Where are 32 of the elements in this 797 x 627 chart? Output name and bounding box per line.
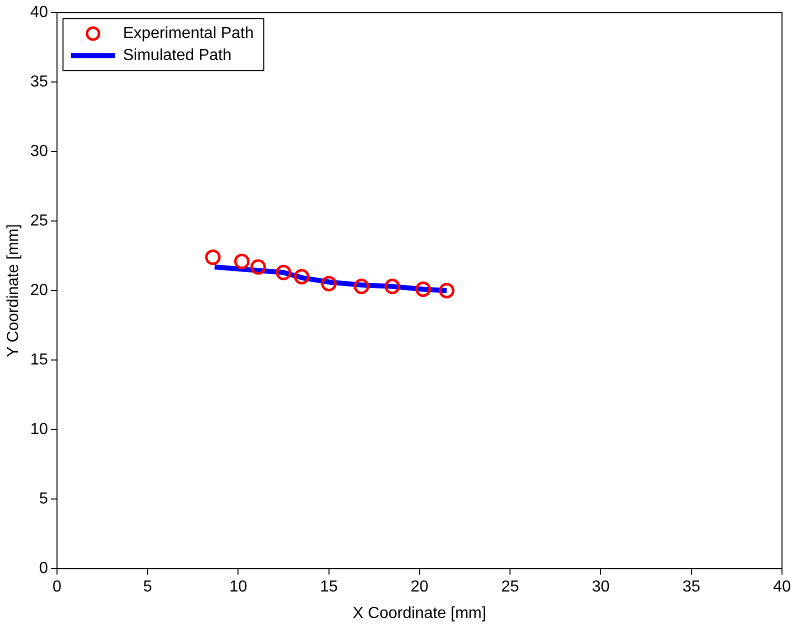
y-tick-label: 25: [30, 212, 48, 230]
point: [294, 268, 310, 284]
x-tick-label: 25: [501, 578, 520, 596]
x-tick-label: 40: [773, 578, 791, 596]
y-tick-label: 20: [30, 282, 48, 300]
x-tick-label: 10: [229, 578, 248, 596]
x-axis-title: X Coordinate [mm]: [352, 604, 486, 622]
point: [321, 276, 337, 292]
x-tick-label: 15: [320, 578, 338, 596]
point: [276, 264, 292, 280]
y-tick-label: 30: [30, 143, 48, 160]
x-tick-label: 30: [592, 578, 610, 596]
x-tick-label: 20: [410, 578, 428, 596]
point: [354, 278, 370, 294]
y-tick-label: 10: [30, 421, 48, 438]
y-axis-title: Y Coordinate [mm]: [5, 224, 22, 358]
legend-label: Experimental Path: [122, 25, 254, 42]
y-tick-label: 5: [39, 490, 48, 508]
y-tick-label: 0: [39, 560, 48, 578]
point: [384, 278, 400, 294]
x-tick-label: 35: [682, 578, 700, 596]
y-tick-label: 35: [30, 74, 48, 91]
point: [438, 282, 454, 298]
y-tick-label: 15: [30, 352, 48, 369]
point: [205, 249, 221, 265]
point: [250, 259, 266, 275]
y-tick-label: 40: [30, 4, 48, 22]
legend-label: Simulated Path: [122, 47, 232, 64]
x-tick-label: 0: [52, 578, 62, 596]
point: [234, 254, 250, 270]
point: [415, 281, 431, 297]
x-tick-label: 5: [143, 578, 152, 596]
